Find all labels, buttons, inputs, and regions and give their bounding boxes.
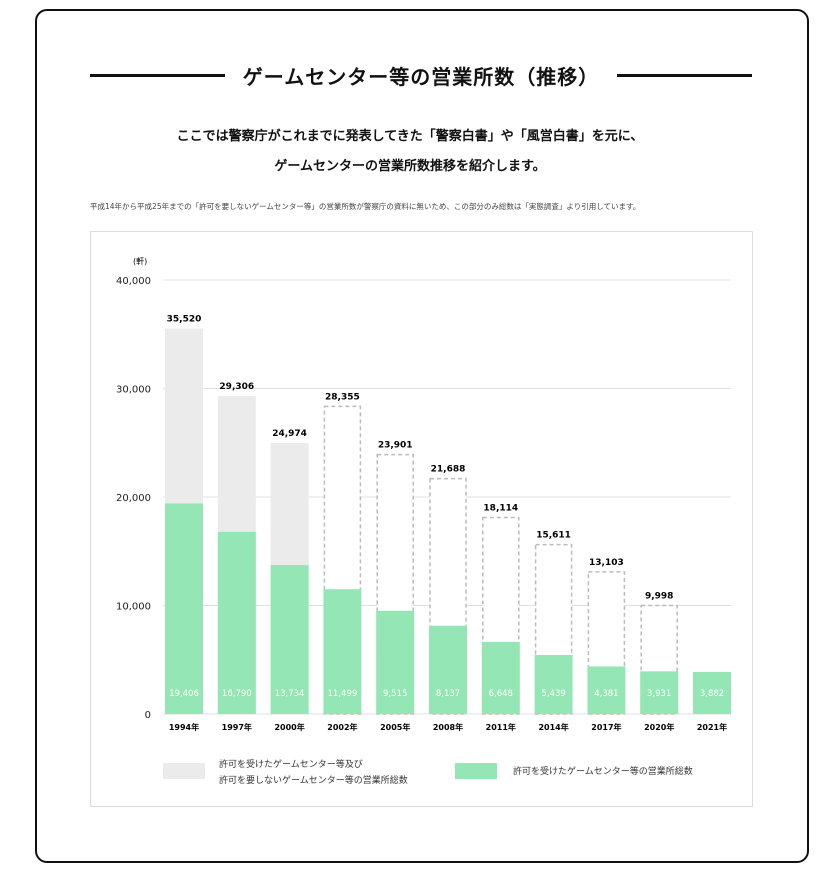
y-tick-label: 40,000 — [116, 276, 151, 287]
total-value-label: 9,998 — [645, 592, 673, 602]
total-value-label: 15,611 — [536, 531, 571, 541]
bar-licensed — [481, 641, 520, 714]
bar-licensed — [217, 531, 256, 714]
title-rule-left — [90, 73, 225, 77]
x-tick-label: 2011年 — [486, 722, 516, 732]
legend-total-line-2: 許可を要しないゲームセンター等の営業所総数 — [219, 776, 408, 786]
lead-line-1: ここでは警察庁がこれまでに発表してきた「警察白書」や「風営白書」を元に、 — [176, 129, 644, 144]
total-value-label: 21,688 — [431, 465, 466, 475]
licensed-value-label: 19,406 — [169, 689, 199, 699]
total-value-label: 29,306 — [219, 382, 254, 392]
bar-licensed — [270, 564, 309, 714]
legend-swatch-total — [163, 763, 205, 779]
title-rule-right — [617, 73, 752, 77]
legend-label-total: 許可を受けたゲームセンター等及び 許可を要しないゲームセンター等の営業所総数 — [219, 757, 408, 789]
total-value-label: 13,103 — [589, 558, 624, 568]
x-tick-label: 1994年 — [169, 722, 199, 732]
y-tick-label: 20,000 — [116, 493, 151, 504]
total-value-label: 23,901 — [378, 441, 413, 451]
licensed-value-label: 8,137 — [436, 689, 460, 699]
licensed-value-label: 5,439 — [541, 689, 565, 699]
source-note: 平成14年から平成25年までの「許可を要しないゲームセンター等」の営業所数が警察… — [90, 202, 641, 211]
x-tick-label: 2014年 — [538, 722, 568, 732]
bar-licensed — [693, 671, 731, 714]
licensed-value-label: 13,734 — [275, 689, 305, 699]
licensed-value-label: 3,931 — [647, 689, 671, 699]
licensed-value-label: 11,499 — [328, 689, 358, 699]
licensed-value-label: 6,648 — [489, 689, 513, 699]
bar-licensed — [534, 654, 573, 714]
page-title: ゲームセンター等の営業所数（推移） — [242, 64, 600, 89]
bar-licensed — [429, 625, 467, 714]
legend-total-line-1: 許可を受けたゲームセンター等及び — [219, 760, 363, 770]
x-tick-label: 2020年 — [644, 722, 674, 732]
title-row: ゲームセンター等の営業所数（推移） — [90, 58, 752, 92]
x-tick-label: 1997年 — [222, 722, 252, 732]
x-tick-label: 2021年 — [697, 722, 727, 732]
y-tick-label: 0 — [145, 710, 151, 721]
y-tick-label: 30,000 — [116, 385, 151, 396]
licensed-value-label: 16,790 — [222, 689, 252, 699]
x-tick-label: 2017年 — [591, 722, 621, 732]
x-tick-label: 2008年 — [433, 722, 463, 732]
bar-licensed — [165, 503, 203, 714]
legend-swatch-licensed — [455, 763, 497, 779]
x-tick-label: 2005年 — [380, 722, 410, 732]
x-tick-label: 2000年 — [274, 722, 304, 732]
x-tick-label: 2002年 — [327, 722, 357, 732]
y-tick-label: 10,000 — [116, 602, 151, 613]
total-value-label: 24,974 — [272, 429, 307, 439]
chart-container: (軒) 0 10,000 20,000 30,000 40,000 35,520 19,406… — [90, 231, 753, 807]
total-value-label: 35,520 — [167, 315, 202, 325]
total-value-label: 28,355 — [325, 392, 360, 402]
bar-licensed — [376, 610, 415, 714]
bar-chart: (軒) 0 10,000 20,000 30,000 40,000 35,520 19,406… — [116, 257, 731, 732]
bar-licensed — [640, 671, 679, 714]
licensed-value-label: 3,882 — [700, 689, 724, 699]
total-value-label: 18,114 — [483, 503, 518, 513]
licensed-value-label: 4,381 — [594, 689, 618, 699]
licensed-value-label: 9,515 — [383, 689, 407, 699]
card-frame — [35, 9, 809, 863]
y-unit-label: (軒) — [133, 257, 147, 266]
bar-licensed — [323, 589, 362, 714]
lead-line-2: ゲームセンターの営業所数推移を紹介します。 — [274, 159, 546, 174]
legend-label-licensed: 許可を受けたゲームセンター等の営業所総数 — [513, 767, 693, 777]
bar-licensed — [587, 666, 626, 714]
